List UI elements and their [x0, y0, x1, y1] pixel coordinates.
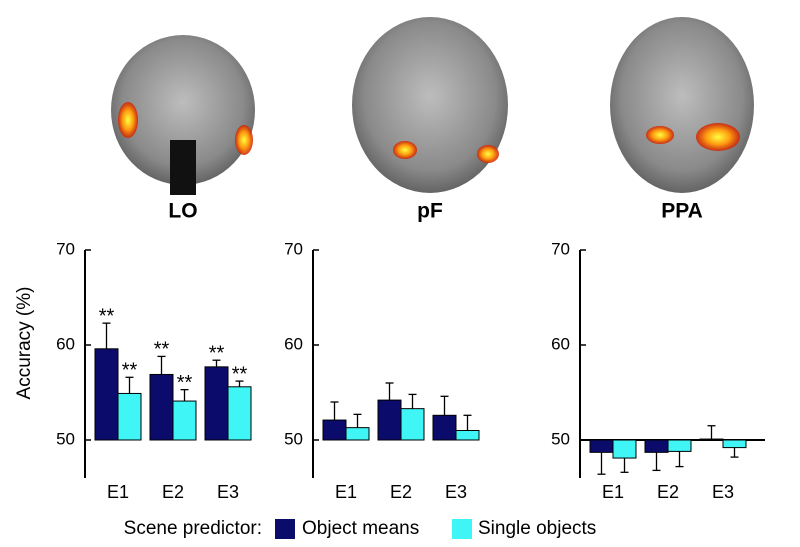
- y-axis-label: Accuracy (%): [14, 287, 35, 400]
- legend-label: Single objects: [478, 518, 596, 539]
- y-tick-label: 70: [56, 239, 75, 258]
- bar: [117, 392, 142, 441]
- bar: [722, 439, 747, 449]
- y-tick-label: 50: [551, 429, 570, 448]
- bar: [455, 430, 480, 441]
- y-tick-label: 60: [56, 334, 75, 353]
- significance-label: **: [177, 372, 193, 394]
- bar: [149, 373, 174, 441]
- bar: [322, 419, 347, 441]
- x-tick-label: E3: [712, 482, 734, 502]
- bar: [400, 408, 425, 441]
- bar: [377, 399, 402, 441]
- brain-image-pf: [352, 17, 508, 193]
- brain-image-lo: [111, 35, 255, 195]
- bar: [589, 439, 614, 453]
- y-tick-label: 60: [284, 334, 303, 353]
- bar: [667, 439, 692, 452]
- x-tick-label: E3: [217, 482, 239, 502]
- x-tick-label: E2: [390, 482, 412, 502]
- panel-title: PPA: [661, 200, 703, 223]
- significance-label: **: [232, 363, 248, 385]
- significance-label: **: [99, 305, 115, 327]
- bar: [699, 438, 724, 441]
- y-tick-label: 50: [284, 429, 303, 448]
- significance-label: **: [209, 342, 225, 364]
- bar: [172, 400, 197, 441]
- y-tick-label: 70: [551, 239, 570, 258]
- x-tick-label: E2: [657, 482, 679, 502]
- x-tick-label: E2: [162, 482, 184, 502]
- legend-swatch: [275, 519, 295, 539]
- significance-label: **: [122, 360, 138, 382]
- legend-title: Scene predictor:: [124, 518, 262, 539]
- bar: [227, 386, 252, 441]
- y-tick-label: 50: [56, 429, 75, 448]
- x-tick-label: E1: [335, 482, 357, 502]
- legend-label: Object means: [302, 518, 419, 539]
- bar: [94, 348, 119, 441]
- significance-label: **: [154, 339, 170, 361]
- bar: [432, 414, 457, 441]
- brain-image-ppa: [610, 17, 754, 193]
- x-tick-label: E3: [445, 482, 467, 502]
- panel-title: pF: [417, 200, 443, 223]
- bar: [204, 366, 229, 441]
- bar: [345, 427, 370, 441]
- y-tick-label: 60: [551, 334, 570, 353]
- y-tick-label: 70: [284, 239, 303, 258]
- bar: [644, 439, 669, 453]
- panel-title: LO: [168, 200, 197, 223]
- bar: [612, 439, 637, 459]
- x-tick-label: E1: [107, 482, 129, 502]
- x-tick-label: E1: [602, 482, 624, 502]
- legend-swatch: [452, 519, 472, 539]
